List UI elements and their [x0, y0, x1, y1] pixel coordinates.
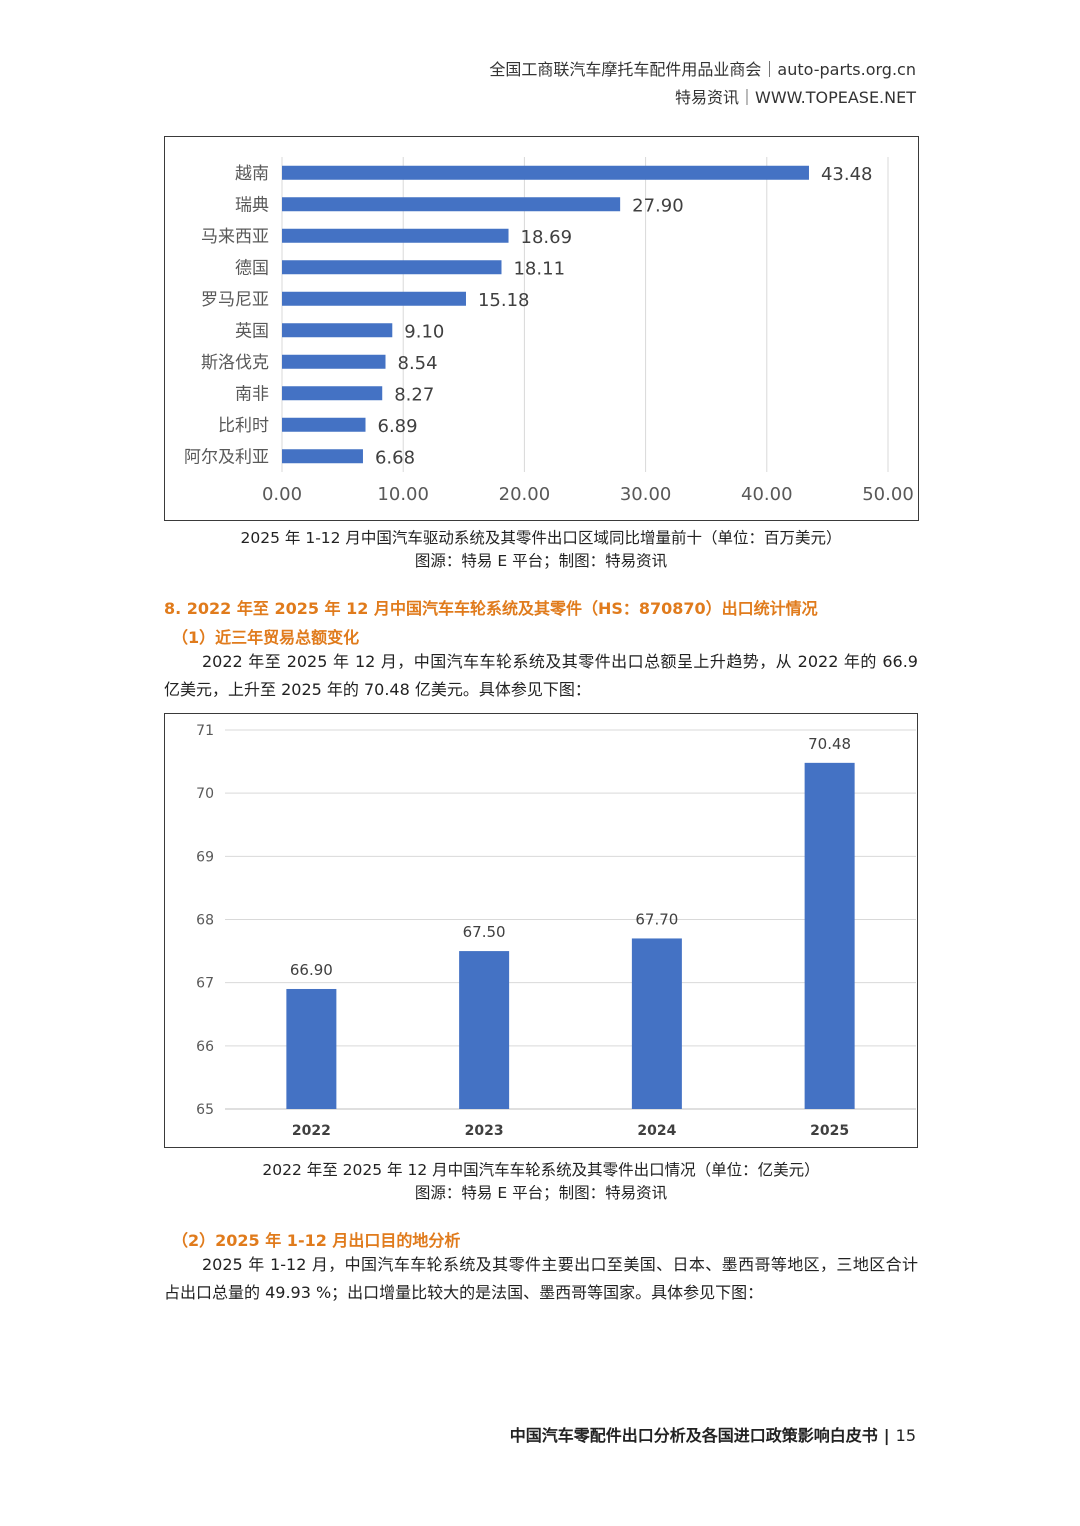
x-tick-label: 40.00	[741, 484, 793, 505]
category-label: 阿尔及利亚	[184, 447, 269, 467]
x-tick-label: 0.00	[262, 484, 302, 505]
chart-export-increase-top10: 0.00 10.00 20.00 30.00 40.00 50.00 越南 43.48 瑞典 27…	[164, 136, 919, 521]
data-label: 70.48	[808, 735, 851, 753]
bar	[286, 988, 337, 1109]
chart-2-svg: 65 66 67 68 69 70 71 66.90 2022 67.50 2023 67.70 202…	[196, 723, 916, 1139]
bar	[282, 449, 363, 464]
bar	[282, 323, 393, 338]
bar	[631, 938, 682, 1109]
bar	[282, 228, 509, 243]
chart-1-source: 图源：特易 E 平台；制图：特易资讯	[414, 552, 668, 570]
x-tick-label: 50.00	[862, 484, 914, 505]
header-brand-line: 特易资讯｜WWW.TOPEASE.NET	[675, 88, 916, 107]
category-label: 德国	[235, 258, 269, 278]
data-label: 43.48	[821, 164, 873, 185]
chart-1-caption: 2025 年 1-12 月中国汽车驱动系统及其零件出口区域同比增量前十（单位：百…	[240, 529, 842, 547]
data-label: 66.90	[290, 961, 333, 979]
bar	[282, 291, 466, 306]
bar	[282, 197, 621, 212]
x-tick-label: 10.00	[377, 484, 429, 505]
y-tick-label: 67	[196, 976, 214, 992]
page-number: 15	[895, 1426, 916, 1445]
data-label: 15.18	[478, 290, 530, 311]
data-label: 27.90	[632, 195, 684, 216]
category-label: 2023	[465, 1123, 504, 1139]
category-label: 2025	[810, 1123, 849, 1139]
category-label: 马来西亚	[201, 227, 269, 247]
footer-title: 中国汽车零配件出口分析及各国进口政策影响白皮书	[509, 1426, 878, 1445]
chart-2-caption: 2022 年至 2025 年 12 月中国汽车车轮系统及其零件出口情况（单位：亿…	[262, 1161, 820, 1179]
bar	[804, 762, 855, 1109]
data-label: 67.70	[635, 910, 678, 928]
section-8-title: 8. 2022 年至 2025 年 12 月中国汽车车轮系统及其零件（HS：87…	[164, 599, 818, 618]
data-label: 9.10	[404, 321, 444, 342]
y-tick-label: 71	[196, 723, 214, 739]
y-tick-label: 65	[196, 1102, 214, 1118]
paragraph-destinations: 2025 年 1-12 月，中国汽车车轮系统及其零件主要出口至美国、日本、墨西哥…	[164, 1255, 918, 1302]
data-label: 8.27	[394, 384, 434, 405]
chart-wheel-export-totals: 65 66 67 68 69 70 71 66.90 2022 67.50 2023 67.70 202…	[164, 713, 918, 1148]
data-label: 18.69	[521, 227, 573, 248]
y-tick-label: 66	[196, 1039, 214, 1055]
subsection-2-title: （2）2025 年 1-12 月出口目的地分析	[172, 1231, 461, 1250]
bar	[282, 165, 809, 180]
chart-2-source: 图源：特易 E 平台；制图：特易资讯	[414, 1184, 668, 1202]
y-tick-label: 69	[196, 849, 214, 865]
category-label: 2022	[292, 1123, 331, 1139]
data-label: 6.89	[378, 416, 418, 437]
y-tick-label: 68	[196, 913, 214, 929]
data-label: 6.68	[375, 447, 415, 468]
bar	[282, 417, 366, 432]
bar	[282, 260, 502, 275]
subsection-1-title: （1）近三年贸易总额变化	[172, 628, 360, 647]
category-label: 罗马尼亚	[201, 290, 269, 310]
category-label: 比利时	[218, 416, 269, 436]
page-footer: 中国汽车零配件出口分析及各国进口政策影响白皮书 | 15	[510, 1422, 916, 1446]
header-site-line: 全国工商联汽车摩托车配件用品业商会｜auto-parts.org.cn	[489, 60, 916, 79]
bar	[459, 951, 510, 1109]
bar	[282, 354, 386, 369]
chart-1-svg: 0.00 10.00 20.00 30.00 40.00 50.00 越南 43.48 瑞典 27…	[184, 157, 914, 505]
footer-separator: |	[883, 1426, 890, 1445]
y-tick-label: 70	[196, 786, 214, 802]
x-tick-label: 30.00	[620, 484, 672, 505]
category-label: 越南	[235, 164, 269, 184]
bar	[282, 386, 383, 401]
category-label: 南非	[235, 384, 269, 404]
paragraph-trade-total: 2022 年至 2025 年 12 月，中国汽车车轮系统及其零件出口总额呈上升趋…	[164, 652, 918, 699]
category-label: 瑞典	[235, 195, 269, 215]
data-label: 8.54	[398, 353, 438, 374]
data-label: 18.11	[513, 258, 565, 279]
category-label: 斯洛伐克	[201, 353, 269, 373]
data-label: 67.50	[463, 923, 506, 941]
x-tick-label: 20.00	[499, 484, 551, 505]
category-label: 2024	[637, 1123, 676, 1139]
category-label: 英国	[235, 321, 269, 341]
